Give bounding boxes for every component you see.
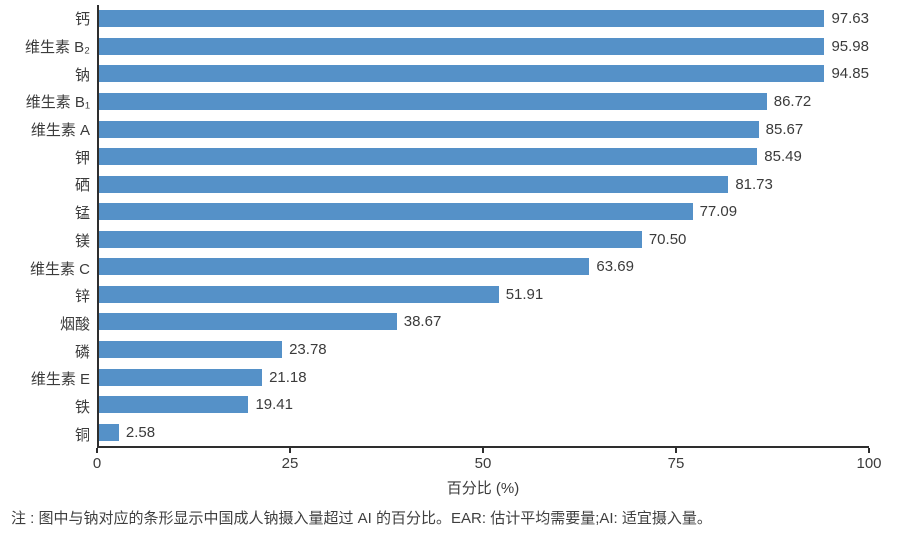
value-label: 63.69 [596, 258, 634, 276]
bar-row: 94.85 [99, 60, 869, 88]
bar-row: 63.69 [99, 253, 869, 281]
value-label: 19.41 [255, 396, 293, 414]
bar-row: 51.91 [99, 281, 869, 309]
bar-row: 21.18 [99, 363, 869, 391]
category-label: 维生素 A [30, 122, 90, 140]
bar [99, 65, 825, 83]
bar [99, 37, 825, 55]
category-label: 维生素 B₂ [25, 39, 90, 57]
bar [99, 313, 397, 331]
bar [99, 203, 693, 221]
bar [99, 396, 249, 414]
bar [99, 423, 119, 441]
bar [99, 92, 767, 110]
bar-row: 2.58 [99, 418, 869, 446]
bar-row: 77.09 [99, 198, 869, 226]
category-label: 铁 [74, 398, 90, 416]
value-label: 81.73 [735, 175, 773, 193]
value-label: 94.85 [831, 65, 869, 83]
bar-row: 85.49 [99, 143, 869, 171]
x-tick-label: 50 [474, 455, 492, 472]
category-label: 磷 [74, 343, 90, 361]
bar-row: 97.63 [99, 5, 869, 33]
category-label: 锌 [74, 288, 90, 306]
bar-row: 38.67 [99, 308, 869, 336]
category-label: 锰 [74, 205, 90, 223]
category-label: 维生素 E [30, 371, 90, 389]
bar-row: 81.73 [99, 170, 869, 198]
value-label: 85.67 [765, 120, 804, 138]
category-label: 钾 [74, 149, 90, 167]
x-tick-mark [675, 448, 677, 453]
bar [99, 258, 590, 276]
bar-row: 70.50 [99, 226, 869, 254]
value-label: 23.78 [289, 341, 327, 359]
plot-area: 97.63 95.98 94.85 86.72 85.67 85.49 81.73 77.09… [97, 5, 869, 448]
x-tick-mark [289, 448, 291, 453]
bar-row: 86.72 [99, 88, 869, 116]
value-label: 21.18 [269, 368, 307, 386]
bar [99, 175, 729, 193]
bar [99, 148, 758, 166]
value-label: 38.67 [403, 313, 442, 331]
bar-row: 19.41 [99, 391, 869, 419]
bar-row: 23.78 [99, 336, 869, 364]
value-label: 95.98 [831, 37, 869, 55]
bar [99, 230, 642, 248]
value-label: 85.49 [764, 148, 802, 166]
value-label: 77.09 [699, 203, 738, 221]
value-label: 86.72 [773, 92, 812, 110]
category-label: 硒 [74, 177, 90, 195]
category-label: 钠 [74, 66, 90, 84]
x-tick-mark [96, 448, 98, 453]
y-axis-category-labels: 钙维生素 B₂ 钠维生素 B₁ 维生素 A 钾硒锰镁维生素 C 锌烟酸磷维生素 E 铁铜 [0, 5, 90, 448]
category-label: 钙 [74, 11, 90, 29]
bar-row: 95.98 [99, 33, 869, 61]
x-tick-mark [868, 448, 870, 453]
bar-rows: 97.63 95.98 94.85 86.72 85.67 85.49 81.73 77.09… [99, 5, 869, 446]
footnote: 注 : 图中与钠对应的条形显示中国成人钠摄入量超过 AI 的百分比。EAR: 估… [11, 510, 712, 527]
value-label: 51.91 [505, 285, 544, 303]
bar [99, 285, 499, 303]
bar [99, 120, 759, 138]
category-label: 维生素 C [29, 260, 90, 278]
x-tick-label: 25 [281, 455, 299, 472]
x-tick-mark [482, 448, 484, 453]
category-label: 烟酸 [59, 315, 90, 333]
bar [99, 341, 283, 359]
bar [99, 10, 825, 28]
bar [99, 368, 263, 386]
x-axis-title: 百分比 (%) [446, 480, 520, 497]
value-label: 70.50 [648, 230, 687, 248]
category-label: 镁 [74, 232, 90, 250]
bar-row: 85.67 [99, 115, 869, 143]
category-label: 维生素 B₁ [25, 94, 90, 112]
x-tick-label: 75 [667, 455, 685, 472]
value-label: 97.63 [831, 10, 869, 28]
value-label: 2.58 [125, 423, 156, 441]
x-tick-label: 0 [92, 455, 102, 472]
category-label: 铜 [74, 426, 90, 444]
x-tick-label: 100 [856, 455, 882, 472]
